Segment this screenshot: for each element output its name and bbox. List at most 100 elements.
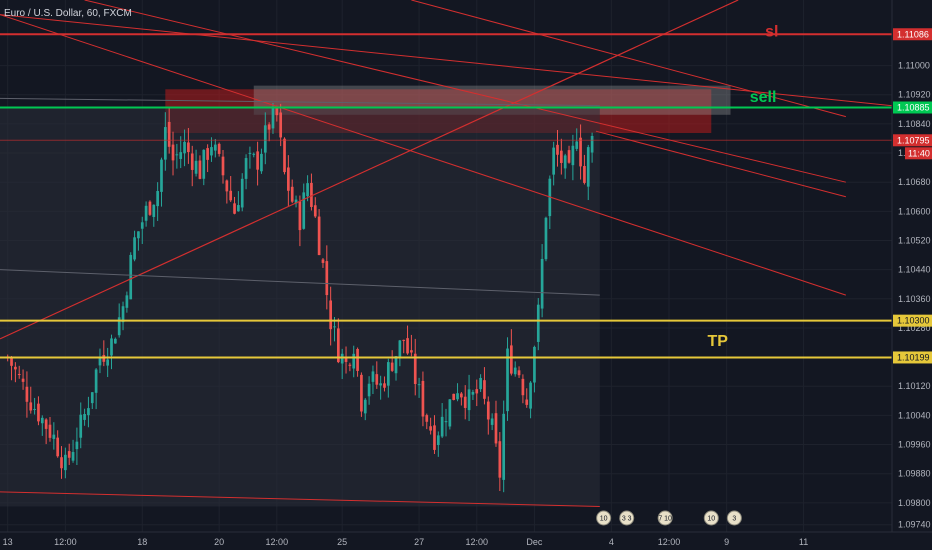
candle-body: [148, 201, 152, 215]
candle-body: [521, 378, 525, 396]
y-tick-label: 1.10040: [898, 410, 931, 420]
candle-body: [498, 441, 502, 478]
price-axis-panel[interactable]: [892, 0, 932, 550]
trendline[interactable]: [411, 0, 846, 118]
candle-body: [329, 300, 333, 330]
event-badge-label: 3: [732, 516, 736, 523]
price-tag-label: 1.11086: [897, 29, 929, 39]
time-axis-panel[interactable]: [0, 532, 892, 550]
y-tick-label: 1.10360: [898, 294, 931, 304]
candle-body: [294, 199, 298, 204]
candle-body: [552, 147, 556, 175]
candle-body: [344, 357, 348, 362]
candle-body: [175, 154, 179, 156]
candle-body: [583, 166, 586, 183]
candle-body: [94, 369, 98, 393]
candle-body: [163, 127, 167, 160]
candle-body: [536, 304, 540, 342]
trendline[interactable]: [0, 269, 600, 296]
candle-body: [233, 203, 236, 214]
candle-body: [67, 451, 71, 458]
candle-body: [571, 145, 575, 166]
candle-body: [33, 408, 36, 410]
candle-body: [367, 383, 371, 397]
candle-body: [198, 160, 202, 179]
candle-body: [410, 350, 413, 353]
y-tick-label: 1.09880: [898, 469, 931, 479]
candle-body: [17, 374, 21, 376]
x-tick-label: 27: [414, 537, 424, 547]
trendline[interactable]: [595, 130, 846, 198]
candle-body: [590, 135, 594, 153]
candle-body: [363, 399, 367, 414]
candle-body: [71, 452, 75, 461]
candle-body: [87, 408, 90, 416]
candle-body: [348, 364, 352, 366]
candle-body: [60, 457, 63, 469]
candle-body: [525, 399, 529, 405]
annotation-tp: TP: [707, 333, 728, 350]
candle-body: [421, 380, 425, 417]
candle-body: [44, 419, 48, 429]
event-badge[interactable]: 10: [703, 510, 719, 526]
candle-body: [64, 454, 67, 471]
x-tick-label: 4: [609, 537, 614, 547]
candle-body: [556, 144, 559, 155]
candle-body: [486, 401, 490, 420]
price-tag-tp1: [893, 314, 932, 327]
annotation-sl: sl: [765, 23, 778, 40]
candle-body: [460, 393, 463, 398]
event-badge[interactable]: 2 3 3 2: [616, 510, 638, 526]
trendline[interactable]: [0, 491, 600, 507]
trendline[interactable]: [0, 14, 893, 107]
candle-body: [302, 192, 306, 229]
candles[interactable]: [6, 103, 594, 493]
candle-body: [475, 389, 479, 394]
candle-body: [129, 254, 133, 300]
candle-body: [37, 403, 40, 422]
candle-body: [48, 424, 52, 438]
event-badge[interactable]: 7 10: [657, 510, 673, 526]
trendline[interactable]: [0, 14, 847, 296]
candle-body: [117, 317, 121, 336]
trendline[interactable]: [0, 97, 600, 107]
price-tag-label: 1.10199: [897, 352, 930, 362]
event-badge[interactable]: 10: [596, 510, 612, 526]
candle-body: [467, 389, 471, 411]
x-tick-label: 9: [724, 537, 729, 547]
event-badge[interactable]: 3: [726, 510, 742, 526]
candle-body: [194, 160, 198, 174]
candle-body: [394, 356, 398, 374]
candle-body: [113, 338, 117, 344]
candle-body: [559, 150, 563, 163]
zone-box[interactable]: [0, 107, 600, 507]
candle-body: [544, 217, 548, 260]
trendline[interactable]: [0, 0, 739, 340]
x-tick-label: 12:00: [465, 537, 488, 547]
candle-body: [317, 216, 321, 256]
y-tick-label: 1.10520: [898, 235, 931, 245]
candle-body: [79, 414, 83, 438]
candle-body: [371, 371, 375, 382]
candle-body: [567, 150, 571, 163]
event-badge-icon: [619, 510, 635, 526]
y-tick-label: 1.10440: [898, 265, 931, 275]
y-tick-label: 1.10840: [898, 119, 931, 129]
candle-body: [402, 339, 406, 341]
candle-body: [579, 137, 582, 167]
event-badges[interactable]: 10 2 3 3 2 7 10 10 3: [596, 510, 742, 526]
y-tick-label: 1.10680: [898, 177, 931, 187]
candle-body: [494, 413, 498, 444]
candle-body: [390, 362, 394, 371]
candle-body: [183, 141, 186, 154]
candle-body: [121, 306, 125, 323]
candle-body: [417, 384, 421, 386]
candle-body: [298, 201, 302, 231]
candle-body: [448, 399, 452, 427]
trendline[interactable]: [84, 0, 846, 183]
x-tick-label: 11: [799, 537, 808, 547]
trendlines[interactable]: [0, 0, 893, 507]
price-tag-tp2: [893, 351, 932, 364]
price-levels[interactable]: [0, 33, 892, 359]
